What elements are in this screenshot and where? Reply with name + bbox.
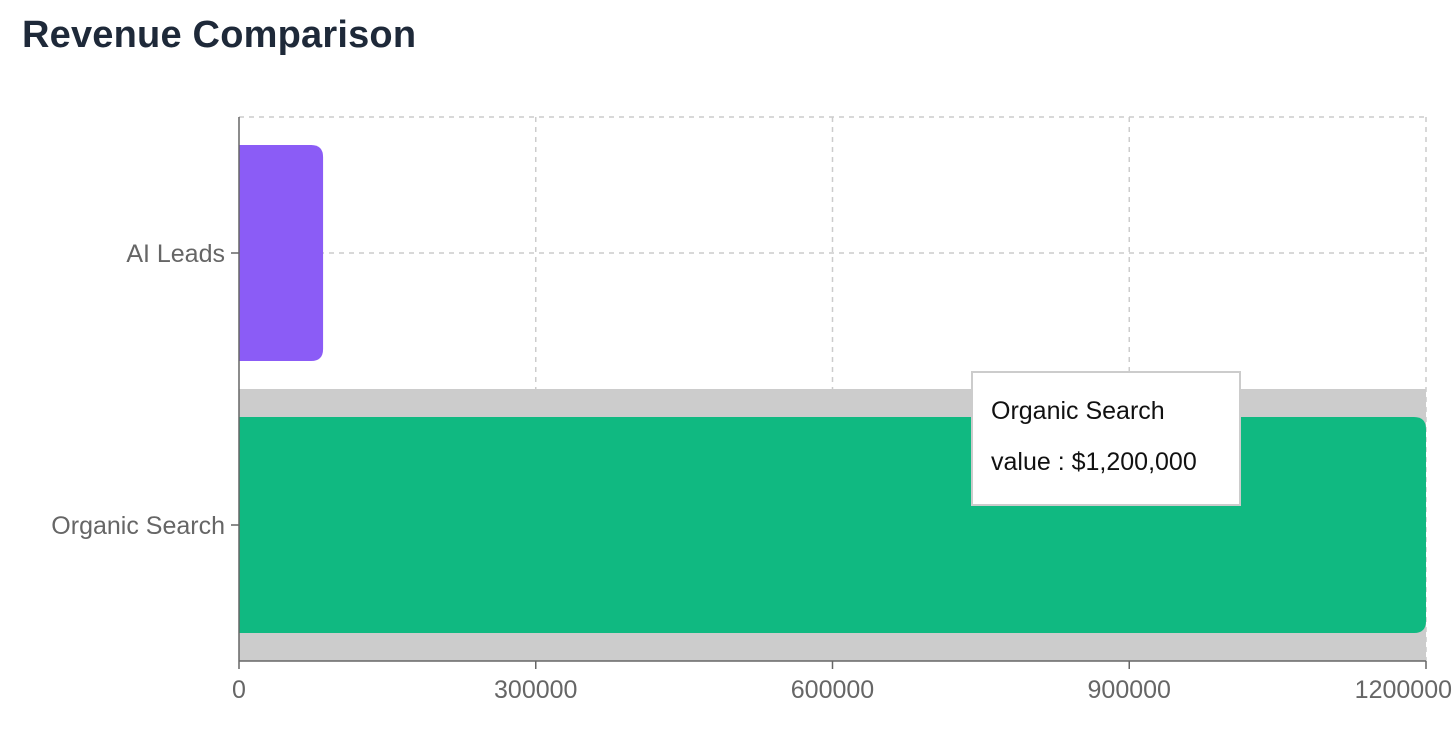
x-tick-label: 0 (232, 676, 246, 704)
tooltip-label: Organic Search (991, 397, 1165, 425)
x-tick-label: 300000 (494, 676, 577, 704)
y-tick-label: AI Leads (126, 240, 225, 268)
x-tick-label: 600000 (791, 676, 874, 704)
y-tick-label: Organic Search (51, 512, 225, 540)
x-tick-label: 1200000 (1355, 676, 1452, 704)
tooltip-separator: : (1050, 448, 1072, 476)
chart-title: Revenue Comparison (22, 14, 417, 56)
tooltip-value-row: value : $1,200,000 (991, 448, 1221, 477)
tooltip-value: $1,200,000 (1071, 448, 1197, 476)
chart-tooltip: Organic Search value : $1,200,000 (971, 371, 1241, 506)
x-tick-label: 900000 (1088, 676, 1171, 704)
tooltip-series-name: value (991, 448, 1051, 476)
bar-organic-search[interactable] (239, 417, 1426, 633)
chart-axes: 0 300000 600000 900000 1200000 AI Leads Organi… (51, 117, 1452, 704)
bar-ai-leads[interactable] (239, 145, 324, 361)
